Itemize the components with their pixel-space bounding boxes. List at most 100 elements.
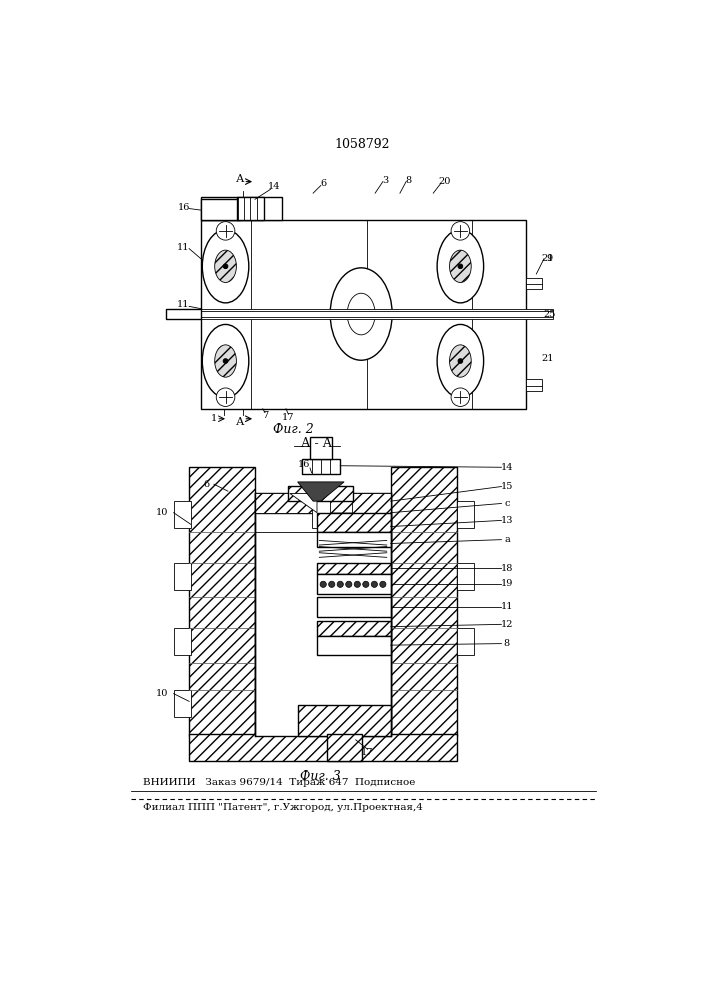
- Text: А - А: А - А: [301, 437, 332, 450]
- Text: 21: 21: [541, 354, 554, 363]
- Bar: [327, 734, 362, 761]
- Bar: [301, 459, 340, 474]
- Bar: [189, 734, 457, 761]
- Bar: [298, 705, 391, 736]
- Text: 16: 16: [298, 460, 310, 469]
- Bar: [255, 493, 391, 513]
- Circle shape: [458, 359, 462, 363]
- Polygon shape: [298, 482, 344, 501]
- Ellipse shape: [202, 230, 249, 303]
- Circle shape: [451, 388, 469, 406]
- Ellipse shape: [202, 324, 249, 398]
- Text: 10: 10: [156, 689, 168, 698]
- Text: 6: 6: [320, 179, 326, 188]
- Ellipse shape: [215, 250, 236, 282]
- Text: Фиг. 2: Фиг. 2: [274, 423, 314, 436]
- Ellipse shape: [437, 230, 484, 303]
- Text: 18: 18: [501, 564, 513, 573]
- Text: 17: 17: [361, 748, 373, 757]
- Circle shape: [359, 312, 363, 316]
- Text: 16: 16: [178, 203, 191, 212]
- Bar: [255, 513, 391, 736]
- Bar: [526, 278, 542, 289]
- Text: 14: 14: [268, 182, 281, 191]
- Text: А: А: [236, 417, 245, 427]
- Bar: [457, 628, 474, 655]
- Bar: [174, 628, 191, 655]
- Bar: [310, 437, 332, 459]
- Circle shape: [346, 581, 352, 587]
- Text: 6: 6: [203, 480, 209, 489]
- Bar: [201, 197, 282, 220]
- Bar: [312, 482, 330, 528]
- Bar: [317, 636, 391, 655]
- Circle shape: [371, 581, 378, 587]
- Bar: [317, 574, 391, 594]
- Bar: [189, 466, 255, 736]
- Text: 1058792: 1058792: [334, 138, 390, 151]
- Text: с: с: [504, 499, 510, 508]
- Text: А: А: [236, 174, 245, 184]
- Text: ВНИИПИ   Заказ 9679/14  Тираж 647  Подписное: ВНИИПИ Заказ 9679/14 Тираж 647 Подписное: [143, 778, 415, 787]
- Text: 15: 15: [501, 482, 513, 491]
- Text: 9: 9: [547, 254, 553, 263]
- Text: 20: 20: [438, 177, 451, 186]
- Bar: [201, 199, 240, 220]
- Bar: [457, 501, 474, 528]
- Circle shape: [216, 222, 235, 240]
- Text: 14: 14: [501, 463, 513, 472]
- Circle shape: [458, 264, 462, 269]
- Ellipse shape: [347, 293, 375, 335]
- Bar: [166, 309, 201, 319]
- Bar: [317, 513, 391, 532]
- Polygon shape: [290, 493, 317, 513]
- Circle shape: [380, 581, 386, 587]
- Bar: [317, 532, 391, 547]
- Circle shape: [223, 264, 228, 269]
- Bar: [317, 597, 391, 617]
- Text: 1: 1: [211, 414, 217, 423]
- Bar: [288, 486, 354, 501]
- Bar: [317, 563, 391, 574]
- Bar: [166, 311, 554, 317]
- Text: 19: 19: [501, 579, 513, 588]
- Text: Фиг. 3: Фиг. 3: [300, 770, 341, 783]
- Circle shape: [223, 359, 228, 363]
- Bar: [457, 563, 474, 590]
- Ellipse shape: [215, 345, 236, 377]
- Bar: [166, 309, 554, 319]
- Circle shape: [451, 222, 469, 240]
- Circle shape: [216, 388, 235, 406]
- Text: Филиал ППП "Патент", г.Ужгород, ул.Проектная,4: Филиал ППП "Патент", г.Ужгород, ул.Проек…: [143, 803, 423, 812]
- Ellipse shape: [437, 324, 484, 398]
- Text: 12: 12: [501, 620, 513, 629]
- Ellipse shape: [450, 250, 472, 282]
- Text: 13: 13: [501, 516, 513, 525]
- Bar: [174, 563, 191, 590]
- Text: а: а: [504, 535, 510, 544]
- Bar: [174, 501, 191, 528]
- Text: 8: 8: [504, 639, 510, 648]
- Circle shape: [320, 581, 327, 587]
- Bar: [174, 690, 191, 717]
- Ellipse shape: [330, 268, 392, 360]
- Circle shape: [329, 581, 335, 587]
- Text: 10: 10: [156, 508, 168, 517]
- Text: 11: 11: [501, 602, 513, 611]
- Bar: [352, 493, 391, 536]
- Text: 21: 21: [541, 254, 554, 263]
- Circle shape: [337, 581, 344, 587]
- Ellipse shape: [450, 345, 472, 377]
- Bar: [237, 197, 264, 220]
- Text: 3: 3: [382, 176, 388, 185]
- Bar: [201, 220, 526, 409]
- Text: 11: 11: [177, 243, 189, 252]
- Text: 25: 25: [543, 310, 556, 319]
- Circle shape: [354, 581, 361, 587]
- Text: 11: 11: [177, 300, 189, 309]
- Text: 17: 17: [282, 413, 295, 422]
- Bar: [317, 620, 391, 636]
- Bar: [391, 466, 457, 736]
- Text: 7: 7: [262, 411, 268, 420]
- Bar: [255, 493, 317, 513]
